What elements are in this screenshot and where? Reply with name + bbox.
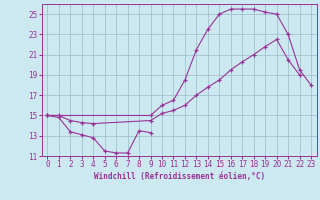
X-axis label: Windchill (Refroidissement éolien,°C): Windchill (Refroidissement éolien,°C) (94, 172, 265, 181)
